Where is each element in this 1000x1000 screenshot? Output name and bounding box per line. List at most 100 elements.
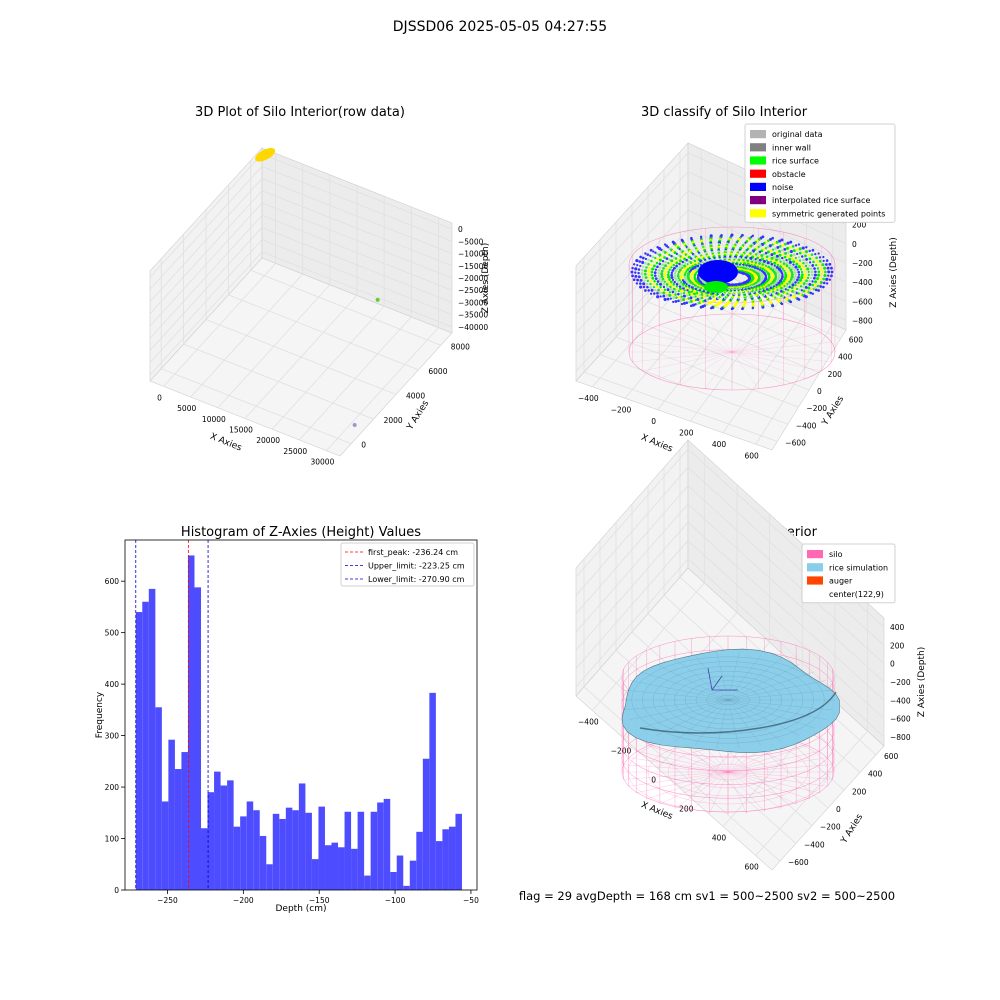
rice-surface-point [788,260,792,264]
status-line: flag = 29 avgDepth = 168 cm sv1 = 500~25… [519,889,895,903]
floor-grid-y [183,343,374,420]
rice-surface-point [669,287,673,291]
rice-mesh-spoke [656,699,729,736]
rice-surface-point [654,268,658,271]
rice-surface-point [651,255,655,259]
rice-surface-point [754,253,758,256]
rice-surface-point [655,261,659,265]
rice-surface-point [691,267,695,271]
rice-surface-point [702,289,706,293]
silo-floor-spoke [632,351,733,362]
rice-surface-point [644,252,647,255]
y-tick-label: 0 [114,886,119,895]
wall-grid-z [687,209,847,283]
z-tick-label: −600 [890,715,911,724]
rice-mesh-spoke [727,671,815,701]
x-tick-label: 10000 [202,415,226,424]
rice-mesh-spoke [716,652,729,701]
rice-surface-point [770,282,773,285]
rice-surface-point [823,273,827,278]
rice-surface-point [822,285,825,289]
histogram-bar [370,811,378,890]
rice-surface-point [791,257,795,261]
silo-floor-spoke [680,351,733,386]
rice-surface-point [764,247,768,250]
rice-surface-point [773,264,776,267]
rice-surface-point [756,260,760,263]
rice-surface-point [797,243,801,246]
histogram-bar [377,802,384,890]
rice-surface-point [677,299,680,303]
rice-surface-point [768,280,772,283]
rice-surface-point [689,261,693,265]
legend-swatch [750,196,766,205]
floor-grid-y [250,269,441,346]
rice-surface-point [787,273,791,277]
x-tick-label: −250 [157,896,178,905]
rice-surface-point [821,263,825,267]
plot-title: 3D Plot of Silo Interior(row data) [195,105,405,120]
rice-surface-point [689,296,693,300]
y-tick-label: 400 [868,770,883,779]
rice-surface-point [786,246,790,250]
rice-surface-point [698,293,702,297]
rice-surface-point [682,286,685,290]
rice-surface-point [775,254,779,258]
rice-surface-point [798,259,802,262]
wall-grid-z [149,166,263,290]
legend-swatch [750,143,766,152]
rice-surface-point [766,245,770,249]
rice-surface-point [794,284,797,287]
rice-surface-point [669,297,672,300]
rice-surface-point [761,263,765,267]
rice-surface-point [784,242,787,246]
rice-surface-point [682,301,686,305]
rice-surface-point [664,264,667,268]
rice-surface-point [751,234,755,238]
rice-surface-point [785,285,789,289]
histogram-bar [246,801,254,890]
rice-surface-point [766,250,770,254]
rice-surface-point [798,247,802,251]
histogram-bar [168,739,175,890]
rice-surface-point [678,282,682,286]
rice-mesh-spoke [727,654,762,701]
rice-surface-point [805,257,809,261]
rice-surface-point [649,282,652,286]
rice-surface-point [798,262,802,266]
rice-surface-point [791,280,794,284]
rice-surface-point [759,266,762,270]
rice-surface-point [680,295,683,298]
rice-surface-point [810,276,813,280]
histogram-bar [253,810,260,890]
rice-surface-point [696,294,700,298]
rice-surface-point [792,249,796,253]
rice-surface-point [644,257,648,261]
wall-grid-z [149,202,263,327]
silo-floor-spoke [628,757,729,773]
wall-grid-z [687,467,885,646]
rice-surface-point [686,265,689,269]
histogram-bar [292,810,299,890]
legend-swatch [750,209,766,218]
rice-surface-point [795,259,799,263]
wall-grid-z [575,171,689,296]
rice-surface-point [695,289,699,292]
rice-surface-point [686,288,689,292]
rice-surface-point [682,292,686,295]
rice-surface-point [781,273,784,277]
rice-surface-point [664,275,667,279]
rice-surface-point [671,278,675,281]
rice-surface-point [807,273,810,276]
z-tick-label: −40000 [458,323,488,332]
rice-surface-point [758,268,762,271]
rice-surface-point [775,240,779,244]
rice-surface-point [647,262,650,266]
rice-surface-point [660,248,663,252]
rice-surface-point [827,270,831,274]
rice-surface-point [764,262,767,265]
x-tick-label: 0 [157,393,162,402]
rice-surface-point [689,299,694,303]
rice-surface-point [805,261,808,264]
rice-surface-point [785,261,789,265]
